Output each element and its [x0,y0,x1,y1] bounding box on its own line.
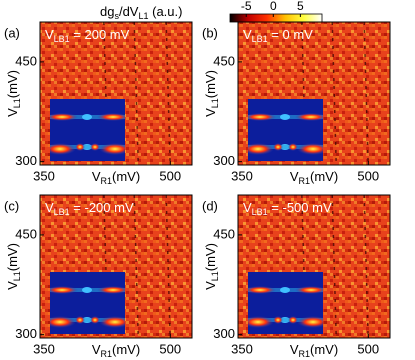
annotation: VLB1 = -500 mV [243,200,332,217]
y-tick-label: 450 [213,53,235,68]
colorbar-tick-label: 5 [297,0,304,13]
panel-label: (a) [4,25,20,40]
x-axis-label-part: (mV) [112,342,140,357]
annotation-part: V [45,200,54,215]
annotation-part: = 0 mV [268,27,313,42]
x-axis-label-part: V [290,342,299,357]
colorbar-label-part: s [114,11,119,21]
x-tick-label: 350 [33,168,55,183]
x-tick-label: 500 [357,341,379,356]
x-axis-label: VR1(mV) [290,342,338,359]
x-axis-label-part: R1 [298,176,310,186]
frame [237,21,391,166]
x-axis-label-part: V [92,342,101,357]
annotation: VLB1 = 200 mV [45,27,130,44]
x-axis-label-part: (mV) [112,169,140,184]
y-tick-label: 300 [213,326,235,341]
y-tick-label: 300 [15,326,37,341]
colorbar-label-part: dg [100,4,114,19]
panel-label: (d) [202,198,218,213]
x-tick-label: 350 [231,168,253,183]
colorbar-label: dgs/dVL1 (a.u.) [100,4,182,21]
inset [248,272,323,334]
inset [50,272,125,334]
y-tick-label: 450 [15,226,37,241]
annotation-part: = -500 mV [268,200,332,215]
colorbar [229,13,323,23]
x-axis-label-part: R1 [100,176,112,186]
y-axis-label-part: L1 [210,98,220,108]
annotation-part: V [45,27,54,42]
frame [237,194,391,339]
annotation: VLB1 = 0 mV [243,27,313,44]
x-axis-label: VR1(mV) [290,169,338,186]
inset [50,99,125,161]
x-axis-label-part: V [92,169,101,184]
y-axis-label: VL1(mV) [203,243,220,290]
annotation-part: LB1 [54,34,70,44]
y-axis-label-part: (mV) [5,70,20,98]
y-tick-label: 450 [15,53,37,68]
x-tick-label: 500 [159,341,181,356]
frame [39,194,193,339]
colorbar-label-part: L1 [138,11,148,21]
colorbar-tick-label: 0 [270,0,277,13]
y-tick-label: 300 [213,153,235,168]
y-tick-label: 300 [15,153,37,168]
y-axis-label-part: V [5,108,20,117]
y-axis-label-part: V [203,108,218,117]
y-axis-label-part: L1 [12,98,22,108]
annotation-part: V [243,27,252,42]
x-tick-label: 350 [33,341,55,356]
x-axis-label-part: (mV) [310,169,338,184]
annotation-part: = -200 mV [70,200,134,215]
y-axis-label-part: V [5,281,20,290]
panel-label: (c) [4,198,19,213]
x-axis-label-part: R1 [100,349,112,359]
panel-label: (b) [202,25,218,40]
y-axis-label-part: V [203,281,218,290]
frame [39,21,193,166]
colorbar-label-part: (a.u.) [149,4,183,19]
annotation-part: = 200 mV [70,27,130,42]
y-axis-label: VL1(mV) [203,70,220,117]
colorbar-label-part: /dV [119,4,139,19]
annotation: VLB1 = -200 mV [45,200,134,217]
y-axis-label-part: (mV) [5,243,20,271]
x-tick-label: 500 [357,168,379,183]
colorbar-tick-label: -5 [241,0,252,13]
inset [248,99,323,161]
y-axis-label: VL1(mV) [5,70,22,117]
x-tick-label: 500 [159,168,181,183]
y-axis-label-part: L1 [12,271,22,281]
x-axis-label: VR1(mV) [92,169,140,186]
annotation-part: V [243,200,252,215]
x-axis-label: VR1(mV) [92,342,140,359]
x-tick-label: 350 [231,341,253,356]
y-tick-label: 450 [213,226,235,241]
x-axis-label-part: R1 [298,349,310,359]
y-axis-label-part: (mV) [203,243,218,271]
x-axis-label-part: V [290,169,299,184]
y-axis-label-part: L1 [210,271,220,281]
annotation-part: LB1 [54,207,70,217]
annotation-part: LB1 [252,207,268,217]
annotation-part: LB1 [252,34,268,44]
x-axis-label-part: (mV) [310,342,338,357]
y-axis-label-part: (mV) [203,70,218,98]
y-axis-label: VL1(mV) [5,243,22,290]
